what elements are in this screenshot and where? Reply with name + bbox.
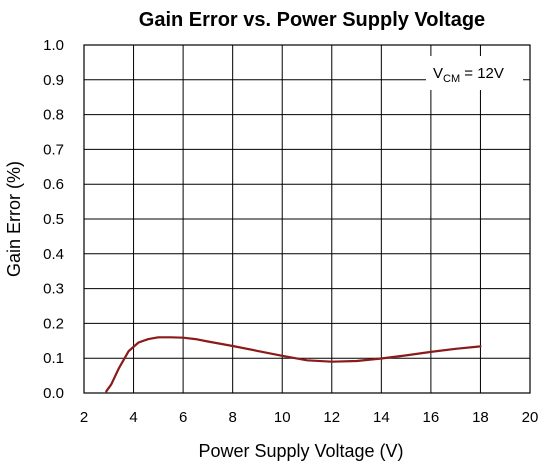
x-axis-ticks: 2 4 6 8 10 12 14 16 18 20: [80, 409, 539, 426]
x-axis-label: Power Supply Voltage (V): [198, 441, 403, 461]
x-tick-label: 6: [179, 409, 187, 426]
x-tick-label: 4: [129, 409, 137, 426]
y-tick-label: 0.7: [43, 141, 64, 158]
y-tick-label: 0.5: [43, 211, 64, 228]
x-tick-label: 20: [522, 409, 539, 426]
y-tick-label: 0.0: [43, 385, 64, 402]
x-tick-label: 18: [472, 409, 489, 426]
annotation-subscript: CM: [443, 73, 460, 85]
y-tick-label: 0.9: [43, 72, 64, 89]
x-tick-label: 16: [423, 409, 440, 426]
plot-frame: [83, 44, 531, 394]
series-layer: [105, 336, 482, 393]
series-line: [105, 336, 482, 393]
x-tick-label: 8: [228, 409, 236, 426]
annotation-prefix: V: [433, 65, 443, 82]
x-tick-label: 2: [80, 409, 88, 426]
vcm-annotation: VCM = 12V: [426, 56, 523, 90]
annotation-box: [426, 56, 523, 90]
y-tick-label: 1.0: [43, 37, 64, 54]
x-tick-label: 14: [373, 409, 390, 426]
y-tick-label: 0.4: [43, 246, 64, 263]
grid: [84, 45, 530, 393]
y-tick-label: 0.2: [43, 315, 64, 332]
y-tick-label: 0.6: [43, 176, 64, 193]
annotation-suffix: = 12V: [460, 65, 504, 82]
chart-title: Gain Error vs. Power Supply Voltage: [139, 9, 485, 31]
y-tick-label: 0.8: [43, 107, 64, 124]
annotation-text: VCM = 12V: [433, 65, 504, 85]
y-tick-label: 0.1: [43, 350, 64, 367]
y-axis-label: Gain Error (%): [4, 161, 24, 277]
y-axis-ticks: 0.0 0.1 0.2 0.3 0.4 0.5 0.6 0.7 0.8 0.9 1.0: [43, 37, 64, 402]
x-tick-label: 10: [274, 409, 291, 426]
x-tick-label: 12: [323, 409, 340, 426]
y-tick-label: 0.3: [43, 281, 64, 298]
